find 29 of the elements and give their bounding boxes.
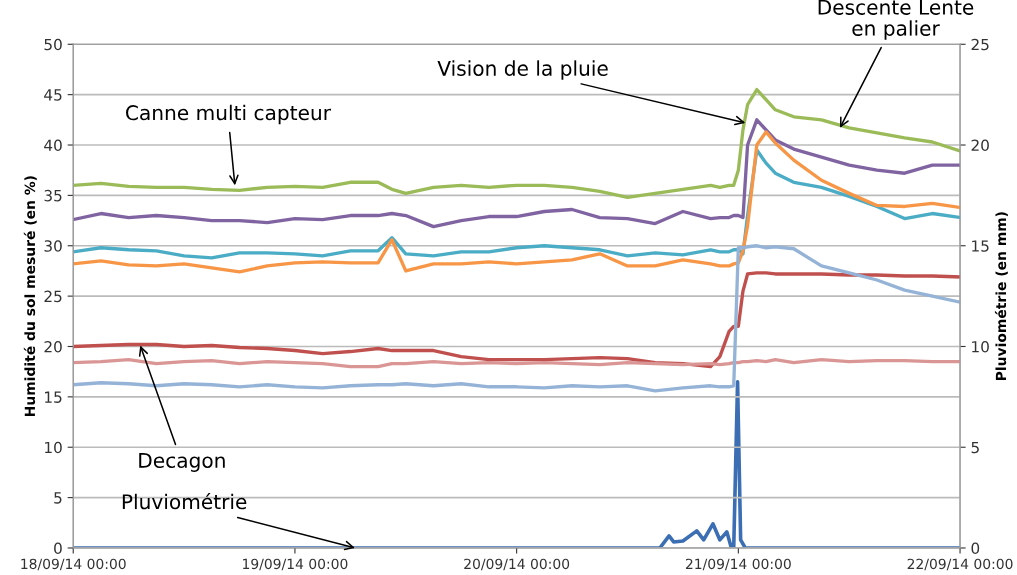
x-tick-label: 22/09/14 00:00 xyxy=(907,558,1013,571)
y-tick-label: 20 xyxy=(44,340,62,353)
annotation: Decagon xyxy=(139,453,225,472)
x-tick-label: 20/09/14 00:00 xyxy=(464,558,570,571)
y-tick-label: 5 xyxy=(54,492,62,504)
annotation: Descente Lente en palier xyxy=(818,0,974,40)
y-tick-label: 35 xyxy=(44,189,62,202)
x-tick-label: 19/09/14 00:00 xyxy=(243,558,348,571)
y2-tick-label: 0 xyxy=(971,542,980,554)
y-tick-label: 15 xyxy=(45,391,62,403)
y2-tick-label: 5 xyxy=(971,441,979,454)
annotation: Canne multi capteur xyxy=(126,104,331,125)
y-tick-label: 50 xyxy=(44,38,62,51)
y2-tick-label: 10 xyxy=(972,340,989,353)
x-tick-label: 21/09/14 00:00 xyxy=(685,558,791,571)
annotation: Vision de la pluie xyxy=(437,60,608,80)
y2-tick-label: 25 xyxy=(971,38,989,51)
y2-axis-title: Pluviométrie (en mm) xyxy=(994,212,1008,381)
y-tick-label: 30 xyxy=(44,240,62,252)
y2-tick-label: 15 xyxy=(972,240,989,252)
annotation: Pluviométrie xyxy=(122,492,247,510)
y-tick-label: 0 xyxy=(54,542,62,554)
x-tick-label: 18/09/14 00:00 xyxy=(21,558,126,571)
y-tick-label: 40 xyxy=(44,139,62,152)
y-axis-title: Humidité du sol mesuré (en %) xyxy=(23,176,37,417)
y-tick-label: 25 xyxy=(44,290,62,303)
y-tick-label: 45 xyxy=(44,89,62,101)
y2-tick-label: 20 xyxy=(971,139,989,152)
y-tick-label: 10 xyxy=(45,441,62,454)
